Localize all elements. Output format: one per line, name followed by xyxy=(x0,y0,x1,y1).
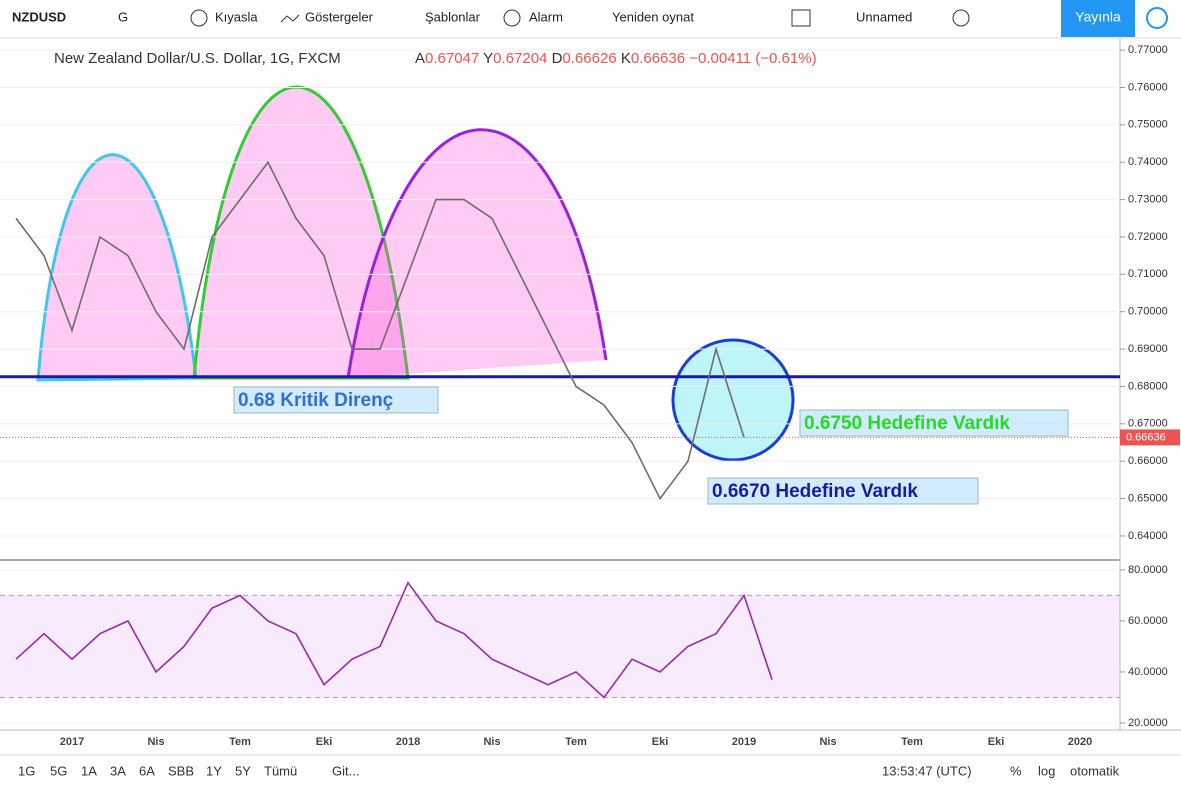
series-line xyxy=(15,581,773,699)
publish-label: Yayınla xyxy=(1075,9,1121,25)
close-label: K xyxy=(621,50,631,67)
annotation: 0.6670 Hedefine Vardık xyxy=(712,481,918,502)
annotation-box xyxy=(233,386,439,414)
close: 0.66636 xyxy=(631,50,685,67)
x-tick-label: Eki xyxy=(316,736,333,748)
indicator-icon xyxy=(280,14,300,23)
legend-title: New Zealand Dollar/U.S. Dollar, 1G, FXCM xyxy=(54,50,341,67)
open-label: A xyxy=(415,50,425,67)
y-tick-label: 0.74000 xyxy=(1128,156,1168,168)
y-tick-label: 0.65000 xyxy=(1128,492,1168,504)
high-label: Y xyxy=(483,50,493,67)
x-tick-label: Nis xyxy=(819,736,836,748)
bottom-bar: 1G 5G 1A 3A 6A SBB 1Y 5Y Tümü Git... 13:53:47 (UTC… xyxy=(18,763,1120,778)
high: 0.67204 xyxy=(493,50,547,67)
y-tick-label: 0.67000 xyxy=(1128,418,1168,430)
series-line xyxy=(15,160,745,501)
x-tick-label: Eki xyxy=(988,736,1005,748)
toolbar-item[interactable]: Göstergeler xyxy=(305,9,374,24)
symbol[interactable]: NZDUSD xyxy=(12,9,66,24)
y-tick-label: 60.0000 xyxy=(1128,615,1168,627)
goto-button[interactable]: Git... xyxy=(332,763,359,778)
toolbar-item[interactable]: Alarm xyxy=(529,9,563,24)
y-tick-label: 80.0000 xyxy=(1128,564,1168,576)
y-tick-label: 0.75000 xyxy=(1128,119,1168,131)
layout-name[interactable]: Unnamed xyxy=(856,9,912,24)
range-button[interactable]: 5Y xyxy=(235,763,251,778)
change: −0.00411 (−0.61%) xyxy=(689,50,816,67)
y-tick-label: 20.0000 xyxy=(1128,717,1168,729)
y-tick-label: 0.64000 xyxy=(1128,530,1168,542)
play-icon[interactable] xyxy=(1146,7,1168,29)
alarm-icon xyxy=(503,9,521,27)
x-tick-label: 2019 xyxy=(732,736,756,748)
scale-option[interactable]: log xyxy=(1038,763,1055,778)
x-tick-label: Tem xyxy=(901,736,923,748)
open: 0.67047 xyxy=(425,50,479,67)
x-tick-label: Tem xyxy=(565,736,587,748)
settings-icon[interactable] xyxy=(952,9,970,27)
y-tick-label: 0.68000 xyxy=(1128,380,1168,392)
arc xyxy=(346,128,608,379)
circle-highlight xyxy=(671,338,795,462)
x-tick-label: 2017 xyxy=(60,736,84,748)
toolbar-item[interactable]: Kıyasla xyxy=(215,9,258,24)
arc xyxy=(36,153,198,382)
range-button[interactable]: 5G xyxy=(50,763,67,778)
y-tick-label: 0.66000 xyxy=(1128,455,1168,467)
last-price-label: 0.66636 xyxy=(1126,431,1166,443)
toolbar-item[interactable]: Yeniden oynat xyxy=(612,9,694,24)
scale-option[interactable]: otomatik xyxy=(1070,763,1120,778)
toolbar xyxy=(0,0,1181,38)
annotation: 0.68 Kritik Direnç xyxy=(238,390,394,411)
fullscreen-icon[interactable] xyxy=(791,9,811,27)
x-tick-label: 2020 xyxy=(1068,736,1092,748)
drawings xyxy=(36,85,795,462)
compare-icon xyxy=(190,9,208,27)
annotation: 0.6750 Hedefine Vardık xyxy=(804,413,1010,434)
publish-button[interactable] xyxy=(1061,0,1135,37)
range-button[interactable]: 3A xyxy=(110,763,126,778)
y-tick-label: 0.72000 xyxy=(1128,231,1168,243)
y-tick-label: 0.76000 xyxy=(1128,81,1168,93)
x-tick-label: Eki xyxy=(652,736,669,748)
range-button[interactable]: 1G xyxy=(18,763,35,778)
legend-ohlc: A0.67047 Y0.67204 D0.66626 K0.66636 −0.0… xyxy=(415,50,817,67)
annotation-box xyxy=(799,409,1069,437)
y-tick-label: 0.77000 xyxy=(1128,44,1168,56)
range-button[interactable]: 6A xyxy=(139,763,155,778)
y-tick-label: 0.69000 xyxy=(1128,343,1168,355)
scale-option[interactable]: % xyxy=(1010,763,1022,778)
toolbar-item[interactable]: Şablonlar xyxy=(425,9,481,24)
x-tick-label: Nis xyxy=(483,736,500,748)
range-button[interactable]: Tümü xyxy=(264,763,297,778)
range-button[interactable]: 1Y xyxy=(206,763,222,778)
range-button[interactable]: SBB xyxy=(168,763,194,778)
x-tick-label: 2018 xyxy=(396,736,420,748)
low-label: D xyxy=(552,50,563,67)
last-price-box xyxy=(1120,429,1180,446)
annotation-box xyxy=(707,477,979,505)
y-tick-label: 0.70000 xyxy=(1128,306,1168,318)
x-tick-label: Tem xyxy=(229,736,251,748)
x-tick-label: Nis xyxy=(147,736,164,748)
low: 0.66626 xyxy=(562,50,616,67)
range-button[interactable]: 1A xyxy=(81,763,97,778)
y-tick-label: 0.73000 xyxy=(1128,193,1168,205)
interval[interactable]: G xyxy=(118,9,128,24)
clock: 13:53:47 (UTC) xyxy=(882,763,972,778)
rsi-band xyxy=(0,595,1120,698)
y-tick-label: 0.71000 xyxy=(1128,268,1168,280)
y-tick-label: 40.0000 xyxy=(1128,666,1168,678)
